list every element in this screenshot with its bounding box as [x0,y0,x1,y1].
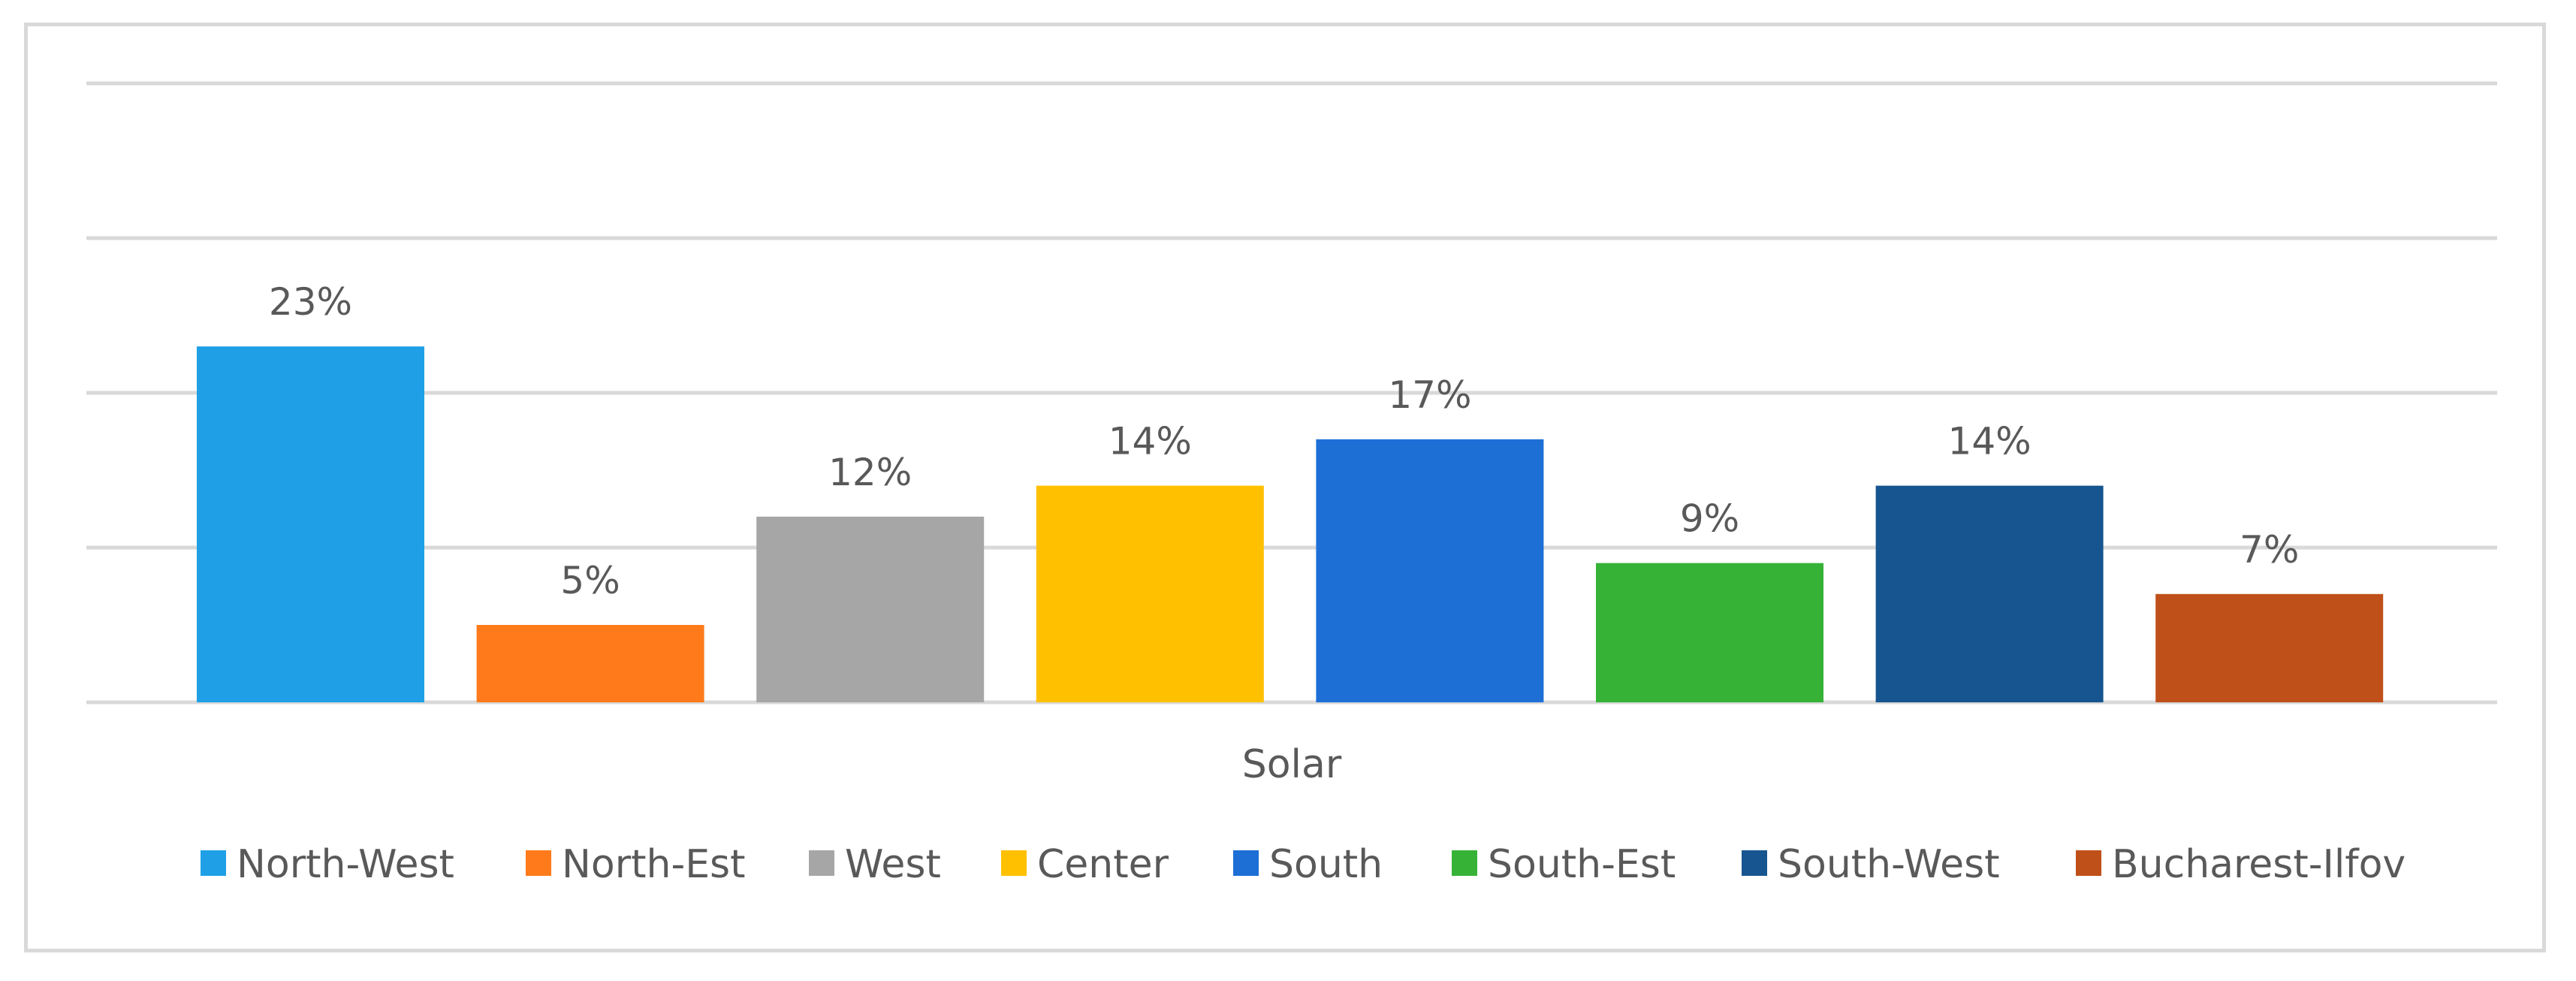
legend-item-west: West [809,842,941,887]
legend: North-West North-Est West Center South South-… [201,842,2406,887]
bars [197,346,2384,702]
data-label-north-west: 23% [269,280,352,324]
bar-north-est [476,625,704,702]
legend-item-south: South [1233,842,1383,887]
data-label-south-est: 9% [1680,497,1739,541]
data-label-north-est: 5% [560,559,620,602]
bar-west [756,516,985,702]
legend-swatch-bucharest-ilfov [2076,850,2101,876]
legend-swatch-north-west [201,850,226,876]
legend-item-south-est: South-Est [1452,842,1676,887]
legend-label-bucharest-ilfov: Bucharest-Ilfov [2112,842,2406,887]
bar-north-west [197,346,424,702]
gridlines [86,81,2497,705]
legend-swatch-north-est [526,850,551,876]
legend-item-bucharest-ilfov: Bucharest-Ilfov [2076,842,2406,887]
bar-chart: 23%5%12%14%17%9%14%7% Solar North-West No… [86,81,2497,887]
legend-swatch-south [1233,850,1259,876]
bar-bucharest-ilfov [2155,593,2384,702]
bar-south-est [1596,563,1823,702]
legend-swatch-west [809,850,834,876]
legend-item-center: Center [1001,842,1169,887]
legend-label-west: West [845,842,941,887]
bar-south-west [1875,485,2104,702]
legend-label-north-west: North-West [237,842,454,887]
legend-swatch-south-west [1742,850,1767,876]
legend-label-south: South [1269,842,1383,887]
data-labels: 23% 5% 12% 14% 17% 9% 14% 7% [269,280,2299,602]
data-label-center: 14% [1109,420,1192,463]
legend-label-north-est: North-Est [562,842,746,887]
category-label: Solar [1242,742,1342,787]
chart-frame: 23% 5% 12% 14% 17% 9% 14% 7% Solar North-West No… [24,23,2546,952]
data-label-west: 12% [828,451,912,494]
legend-item-north-west: North-West [201,842,454,887]
legend-swatch-south-est [1452,850,1477,876]
data-label-south: 17% [1388,373,1471,417]
legend-item-north-est: North-Est [526,842,746,887]
legend-item-south-west: South-West [1742,842,2000,887]
legend-label-center: Center [1037,842,1169,887]
bar-center [1036,485,1264,702]
bar-south [1316,439,1544,702]
data-label-south-west: 14% [1948,420,2032,463]
legend-swatch-center [1001,850,1027,876]
legend-label-south-west: South-West [1778,842,2000,887]
legend-label-south-est: South-Est [1488,842,1676,887]
data-label-bucharest-ilfov: 7% [2240,528,2299,572]
